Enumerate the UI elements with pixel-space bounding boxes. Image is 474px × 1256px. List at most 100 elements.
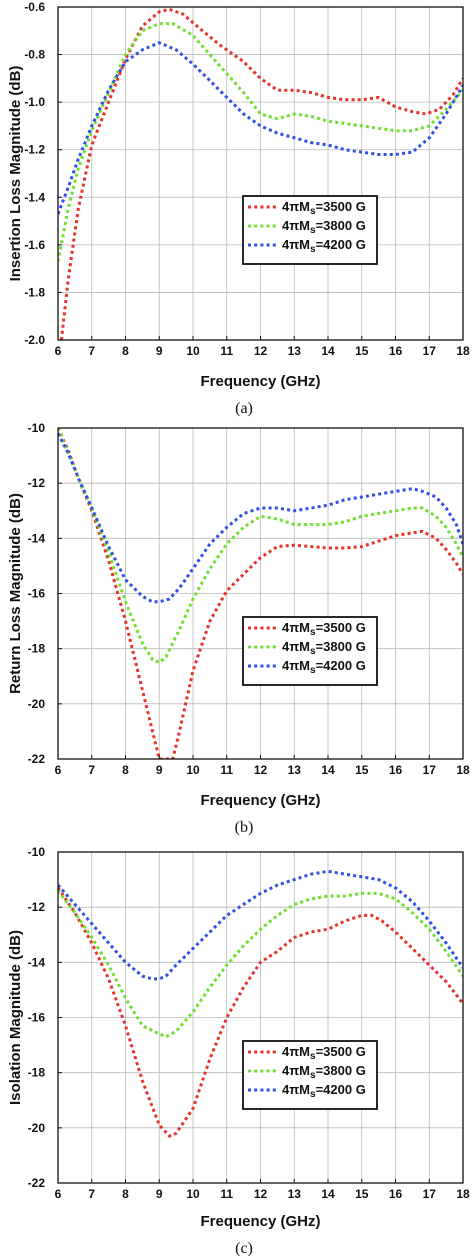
x-tick-label: 8 (122, 763, 129, 777)
legend-label-value: =3500 G (316, 620, 366, 635)
legend-label-main: 4πM (282, 1082, 310, 1097)
legend-label-subscript: s (310, 1089, 316, 1100)
x-tick-label: 7 (88, 1187, 95, 1201)
x-tick-label: 14 (321, 763, 335, 777)
legend-label-subscript: s (310, 1070, 316, 1081)
x-tick-label: 7 (88, 763, 95, 777)
x-tick-label: 18 (456, 1187, 470, 1201)
y-tick-label: -2.0 (24, 333, 45, 347)
legend-label-main: 4πM (282, 1063, 310, 1078)
x-tick-label: 14 (321, 1187, 335, 1201)
y-tick-label: -12 (28, 476, 46, 490)
y-tick-label: -10 (28, 421, 46, 435)
chart-panel-0: 6 7 8 9 10 11 12 13 14 15 16 17 18 -0.6 -0.8 -1.0 -1.2 -1… (7, 0, 470, 417)
x-tick-label: 15 (355, 763, 369, 777)
x-tick-label: 10 (186, 763, 200, 777)
legend-box (242, 616, 378, 686)
series-line-s3500 (58, 428, 463, 759)
x-tick-label: 8 (122, 344, 129, 358)
x-axis-title: Frequency (GHz) (200, 1213, 320, 1230)
y-tick-label: -20 (28, 697, 46, 711)
chart-panel-1: 6 7 8 9 10 11 12 13 14 15 16 17 18 -10 -12 -14 -16 -18 -20… (7, 421, 470, 836)
legend-label-s3500: 4πMs=3500 G (282, 620, 366, 638)
x-axis-title: Frequency (GHz) (200, 792, 320, 809)
legend-label-value: =3800 G (316, 218, 366, 233)
x-tick-label: 16 (389, 344, 403, 358)
y-tick-label: -22 (28, 752, 46, 766)
legend-label-subscript: s (310, 665, 316, 676)
legend-label-main: 4πM (282, 199, 310, 214)
y-tick-label: -20 (28, 1121, 46, 1135)
series-line-s3800 (58, 22, 463, 262)
x-tick-label: 17 (423, 1187, 437, 1201)
legend-label-subscript: s (310, 225, 316, 236)
legend-label-subscript: s (310, 627, 316, 638)
y-tick-label: -22 (28, 1176, 46, 1190)
x-axis-title: Frequency (GHz) (200, 373, 320, 390)
x-tick-label: 9 (156, 1187, 163, 1201)
x-tick-label: 6 (55, 763, 62, 777)
y-tick-label: -0.8 (24, 48, 45, 62)
x-tick-label: 17 (423, 763, 437, 777)
legend-label-subscript: s (310, 244, 316, 255)
y-tick-label: -1.4 (24, 190, 45, 204)
legend-label-main: 4πM (282, 1044, 310, 1059)
y-tick-label: -12 (28, 900, 46, 914)
y-axis-title: Insertion Loss Magnitude (dB) (7, 66, 24, 282)
x-tick-label: 16 (389, 1187, 403, 1201)
x-tick-label: 15 (355, 1187, 369, 1201)
x-tick-label: 13 (288, 1187, 302, 1201)
legend-label-s3800: 4πMs=3800 G (282, 1063, 366, 1081)
legend-label-value: =3500 G (316, 199, 366, 214)
y-tick-label: -14 (28, 531, 46, 545)
series-line-s4200 (58, 432, 463, 604)
series-line-s3500 (59, 7, 463, 340)
y-tick-label: -1.8 (24, 285, 45, 299)
x-tick-label: 13 (288, 344, 302, 358)
x-tick-label: 11 (220, 344, 233, 358)
legend-label-s3500: 4πMs=3500 G (282, 1044, 366, 1062)
x-tick-label: 18 (456, 344, 470, 358)
legend-box (242, 195, 378, 265)
x-tick-label: 11 (220, 1187, 233, 1201)
x-tick-label: 9 (156, 344, 163, 358)
x-tick-label: 8 (122, 1187, 129, 1201)
x-tick-label: 12 (254, 763, 268, 777)
legend-label-s3800: 4πMs=3800 G (282, 639, 366, 657)
legend-label-main: 4πM (282, 620, 310, 635)
legend-label-value: =3800 G (316, 639, 366, 654)
legend-label-s3800: 4πMs=3800 G (282, 218, 366, 236)
legend-label-s4200: 4πMs=4200 G (282, 237, 366, 255)
x-tick-label: 9 (156, 763, 163, 777)
y-tick-label: -18 (28, 1066, 46, 1080)
legend-label-value: =4200 G (316, 237, 366, 252)
x-tick-label: 11 (220, 763, 233, 777)
series-line-s4200 (58, 41, 463, 215)
x-tick-label: 17 (423, 344, 437, 358)
figure-caption: (a) (235, 400, 253, 417)
legend-label-subscript: s (310, 206, 316, 217)
legend-label-main: 4πM (282, 237, 310, 252)
x-tick-label: 13 (288, 763, 302, 777)
x-tick-label: 12 (254, 1187, 268, 1201)
legend-label-main: 4πM (282, 639, 310, 654)
legend-label-s4200: 4πMs=4200 G (282, 1082, 366, 1100)
x-tick-label: 6 (55, 344, 62, 358)
chart-panel-2: 6 7 8 9 10 11 12 13 14 15 16 17 18 -10 -12 -14 -16 -18 -20… (7, 845, 470, 1256)
x-tick-label: 14 (321, 344, 335, 358)
x-tick-label: 12 (254, 344, 268, 358)
legend-label-value: =4200 G (316, 1082, 366, 1097)
legend-box (242, 1040, 378, 1110)
y-axis-title: Return Loss Magnitude (dB) (7, 493, 24, 694)
legend-label-value: =4200 G (316, 658, 366, 673)
y-tick-label: -10 (28, 845, 46, 859)
x-tick-label: 6 (55, 1187, 62, 1201)
y-tick-label: -1.0 (24, 95, 45, 109)
y-tick-label: -16 (28, 1011, 46, 1025)
x-tick-label: 15 (355, 344, 369, 358)
y-tick-label: -18 (28, 642, 46, 656)
legend-label-s4200: 4πMs=4200 G (282, 658, 366, 676)
